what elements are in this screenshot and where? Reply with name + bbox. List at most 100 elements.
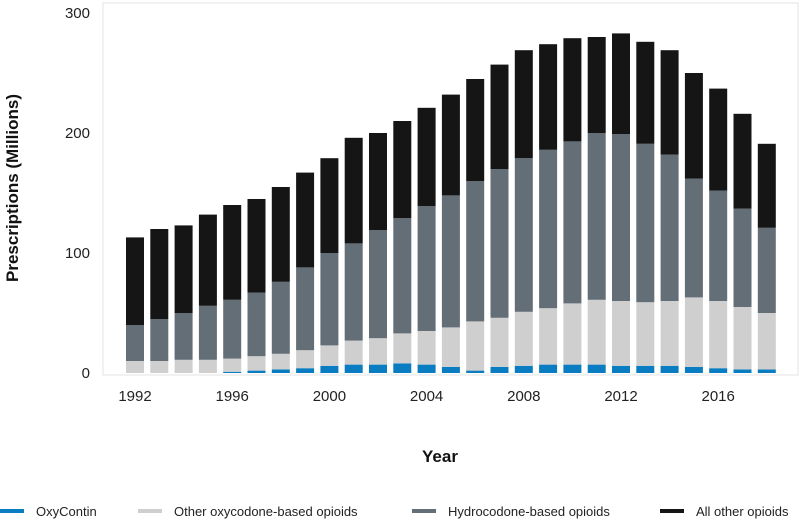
bar-segment-2001-series-3	[344, 137, 363, 244]
bar-segment-2005-series-3	[441, 94, 460, 196]
bar-segment-2004-series-0	[417, 364, 436, 373]
bar-segment-2000-series-2	[320, 253, 339, 346]
y-tick-label-200: 200	[65, 125, 90, 142]
bar-segment-2004-series-3	[417, 107, 436, 207]
bar-segment-1997-series-0	[247, 370, 266, 373]
bar-segment-1994-series-3	[174, 225, 193, 313]
bar-segment-2009-series-0	[539, 364, 558, 373]
bar-segment-2011-series-2	[587, 133, 606, 300]
bar-segment-2002-series-3	[369, 133, 387, 231]
bar-segment-1996-series-2	[223, 299, 242, 359]
bar-segment-1995-series-2	[198, 305, 217, 360]
bar-segment-2011-series-1	[587, 299, 606, 365]
legend-label-other-oxycodone: Other oxycodone-based opioids	[174, 503, 358, 519]
bar-segment-2013-series-3	[636, 41, 655, 144]
bar-segment-2005-series-0	[441, 367, 460, 373]
bar-segment-2004-series-2	[417, 206, 436, 331]
bar-segment-2017-series-3	[733, 113, 752, 209]
legend-label-oxycontin: OxyContin	[36, 503, 97, 519]
bar-segment-2011-series-3	[587, 37, 606, 133]
bar-segment-2009-series-2	[539, 149, 558, 309]
bar-segment-2014-series-1	[660, 301, 679, 366]
bar-segment-2016-series-2	[709, 190, 728, 301]
bar-segment-2017-series-1	[733, 307, 752, 370]
bar-segment-2006-series-1	[466, 321, 485, 371]
bar-segment-2003-series-1	[393, 333, 412, 364]
bar-segment-2002-series-2	[369, 230, 387, 339]
bar-segment-1998-series-2	[271, 281, 290, 354]
bar-segment-2015-series-1	[684, 297, 703, 367]
legend-item-other-oxycodone: Other oxycodone-based opioids	[138, 500, 358, 522]
bar-segment-2003-series-2	[393, 218, 412, 334]
bar-segment-1992-series-2	[126, 325, 144, 361]
bar-segment-2016-series-0	[709, 368, 728, 373]
bar-segment-2000-series-1	[320, 345, 339, 366]
bar-segment-2013-series-0	[636, 365, 655, 373]
bar-segment-2009-series-3	[539, 44, 558, 150]
bar-segment-2008-series-2	[514, 158, 533, 312]
bar-segment-1996-series-0	[223, 371, 242, 373]
bar-segment-1993-series-2	[150, 319, 169, 361]
bar-segment-2012-series-1	[612, 301, 630, 366]
x-axis-ticks: 1992 1996 2000 2004 2008 2012 2016	[118, 388, 735, 405]
bar-segment-1997-series-2	[247, 292, 266, 357]
bar-segment-2006-series-2	[466, 181, 485, 322]
bar-segment-2002-series-1	[369, 338, 387, 365]
x-tick-label-1996: 1996	[216, 388, 249, 405]
bar-segment-1999-series-0	[296, 368, 315, 373]
bar-segment-2013-series-1	[636, 302, 655, 366]
bar-segment-2006-series-0	[466, 370, 485, 373]
y-axis-title: Prescriptions (Millions)	[3, 94, 22, 282]
bar-segment-2010-series-3	[563, 38, 582, 142]
bar-segment-2016-series-3	[709, 88, 728, 191]
bar-segment-2008-series-0	[514, 365, 533, 373]
bar-segment-2004-series-1	[417, 331, 436, 365]
legend-item-oxycontin: OxyContin	[0, 500, 97, 522]
bar-segment-1995-series-1	[198, 359, 217, 373]
legend-swatch-hydrocodone	[412, 509, 436, 513]
bar-segment-2014-series-0	[660, 365, 679, 373]
bar-segment-2018-series-1	[757, 313, 776, 370]
bar-segment-2011-series-0	[587, 364, 606, 373]
bar-segment-1994-series-1	[174, 359, 193, 373]
bar-segment-2001-series-0	[344, 364, 363, 373]
bar-segment-1995-series-3	[198, 214, 217, 306]
bar-segment-1997-series-3	[247, 199, 266, 293]
bar-segment-2018-series-3	[757, 143, 776, 228]
bar-segment-2012-series-3	[612, 33, 630, 135]
bar-segment-2018-series-0	[757, 369, 776, 373]
legend-swatch-oxycontin	[0, 509, 24, 513]
bar-segment-2002-series-0	[369, 364, 387, 373]
bar-segment-1998-series-1	[271, 353, 290, 370]
bar-segment-2006-series-3	[466, 79, 485, 181]
x-tick-label-2012: 2012	[604, 388, 637, 405]
bar-segment-1996-series-3	[223, 205, 242, 300]
legend-label-all-other: All other opioids	[696, 503, 789, 519]
y-tick-label-0: 0	[82, 365, 90, 382]
bar-segment-2007-series-0	[490, 367, 509, 373]
legend-swatch-all-other	[660, 509, 684, 513]
bar-segment-2008-series-3	[514, 50, 533, 159]
y-tick-label-100: 100	[65, 245, 90, 262]
x-tick-label-2008: 2008	[507, 388, 540, 405]
bar-segment-1999-series-1	[296, 350, 315, 369]
bar-segment-2010-series-0	[563, 364, 582, 373]
bar-segment-2010-series-2	[563, 141, 582, 304]
bar-segment-2016-series-1	[709, 301, 728, 369]
bar-segment-2008-series-1	[514, 311, 533, 366]
bar-segment-2015-series-0	[684, 367, 703, 373]
bar-segment-2014-series-2	[660, 154, 679, 301]
bar-segment-1998-series-3	[271, 187, 290, 282]
bar-segment-2012-series-2	[612, 134, 630, 301]
bar-segment-2015-series-2	[684, 178, 703, 298]
bar-segment-1994-series-2	[174, 313, 193, 360]
bar-segment-2014-series-3	[660, 50, 679, 155]
bar-segment-2000-series-3	[320, 158, 339, 253]
legend-item-hydrocodone: Hydrocodone-based opioids	[412, 500, 610, 522]
bar-segment-2001-series-2	[344, 243, 363, 341]
bar-segment-1993-series-1	[150, 361, 169, 373]
x-tick-label-1992: 1992	[118, 388, 151, 405]
bar-segment-1999-series-3	[296, 172, 315, 268]
bar-segment-1992-series-1	[126, 361, 144, 373]
bar-segment-1996-series-1	[223, 358, 242, 372]
